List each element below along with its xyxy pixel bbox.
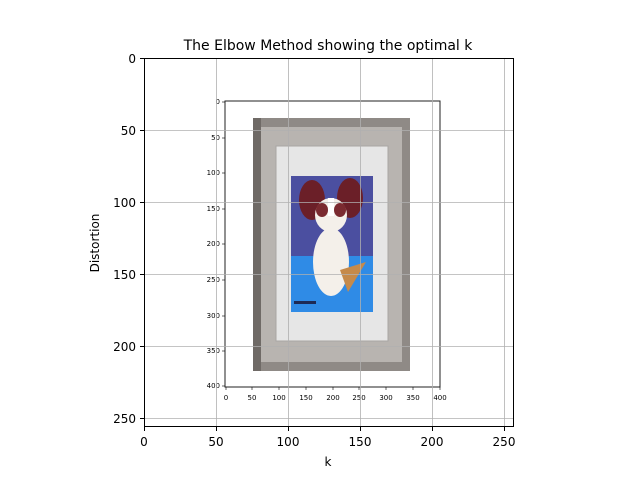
x-tick-label: 250 bbox=[493, 435, 516, 449]
inner-y-tick-label: 0 bbox=[216, 98, 220, 106]
dog-blaze bbox=[328, 198, 334, 216]
chart-title: The Elbow Method showing the optimal k bbox=[183, 38, 474, 54]
x-tick-label: 200 bbox=[421, 435, 444, 449]
y-tick-label: 250 bbox=[113, 412, 136, 426]
inner-y-tick-label: 200 bbox=[207, 240, 220, 248]
y-tick-label: 150 bbox=[113, 268, 136, 282]
dog-patch-left bbox=[316, 203, 328, 217]
inner-x-tick-label: 0 bbox=[224, 394, 228, 402]
inner-x-ticks: 0 50 100 150 200 250 300 350 400 bbox=[224, 387, 447, 402]
y-tick-label: 200 bbox=[113, 340, 136, 354]
y-tick-label: 50 bbox=[121, 124, 136, 138]
dog-patch-right bbox=[334, 203, 346, 217]
x-axis: 0 50 100 150 200 250 k bbox=[140, 427, 515, 469]
dog-illustration bbox=[294, 178, 366, 304]
signature bbox=[294, 301, 316, 304]
inner-y-tick-label: 150 bbox=[207, 205, 220, 213]
y-tick-label: 100 bbox=[113, 196, 136, 210]
x-tick-label: 0 bbox=[140, 435, 148, 449]
y-tick-label: 0 bbox=[128, 52, 136, 66]
embedded-image: 0 50 100 150 200 250 300 350 400 bbox=[207, 98, 447, 402]
x-tick-label: 100 bbox=[277, 435, 300, 449]
plot-area: 0 50 100 150 200 250 300 350 400 bbox=[144, 58, 514, 427]
inner-y-ticks: 0 50 100 150 200 250 300 350 400 bbox=[207, 98, 225, 390]
y-axis-label: Distortion bbox=[88, 214, 102, 273]
inner-y-tick-label: 300 bbox=[207, 312, 220, 320]
inner-x-tick-label: 250 bbox=[352, 394, 365, 402]
inner-x-tick-label: 200 bbox=[326, 394, 339, 402]
inner-y-tick-label: 50 bbox=[211, 134, 220, 142]
inner-x-tick-label: 50 bbox=[248, 394, 257, 402]
dog-body bbox=[313, 228, 349, 296]
inner-x-tick-label: 150 bbox=[299, 394, 312, 402]
inner-x-tick-label: 100 bbox=[272, 394, 285, 402]
x-tick-label: 50 bbox=[208, 435, 223, 449]
inner-y-tick-label: 400 bbox=[207, 382, 220, 390]
inner-y-tick-label: 350 bbox=[207, 347, 220, 355]
inner-x-tick-label: 300 bbox=[379, 394, 392, 402]
inner-x-tick-label: 400 bbox=[433, 394, 446, 402]
inner-y-tick-label: 100 bbox=[207, 169, 220, 177]
y-axis: 0 50 100 150 200 250 Distortion bbox=[88, 52, 144, 426]
inner-y-tick-label: 250 bbox=[207, 276, 220, 284]
inner-x-tick-label: 350 bbox=[406, 394, 419, 402]
dog-toy bbox=[340, 262, 366, 292]
picture-frame-shadow bbox=[253, 118, 261, 371]
x-axis-label: k bbox=[325, 455, 332, 469]
axes-spine bbox=[144, 58, 514, 427]
x-tick-label: 150 bbox=[349, 435, 372, 449]
